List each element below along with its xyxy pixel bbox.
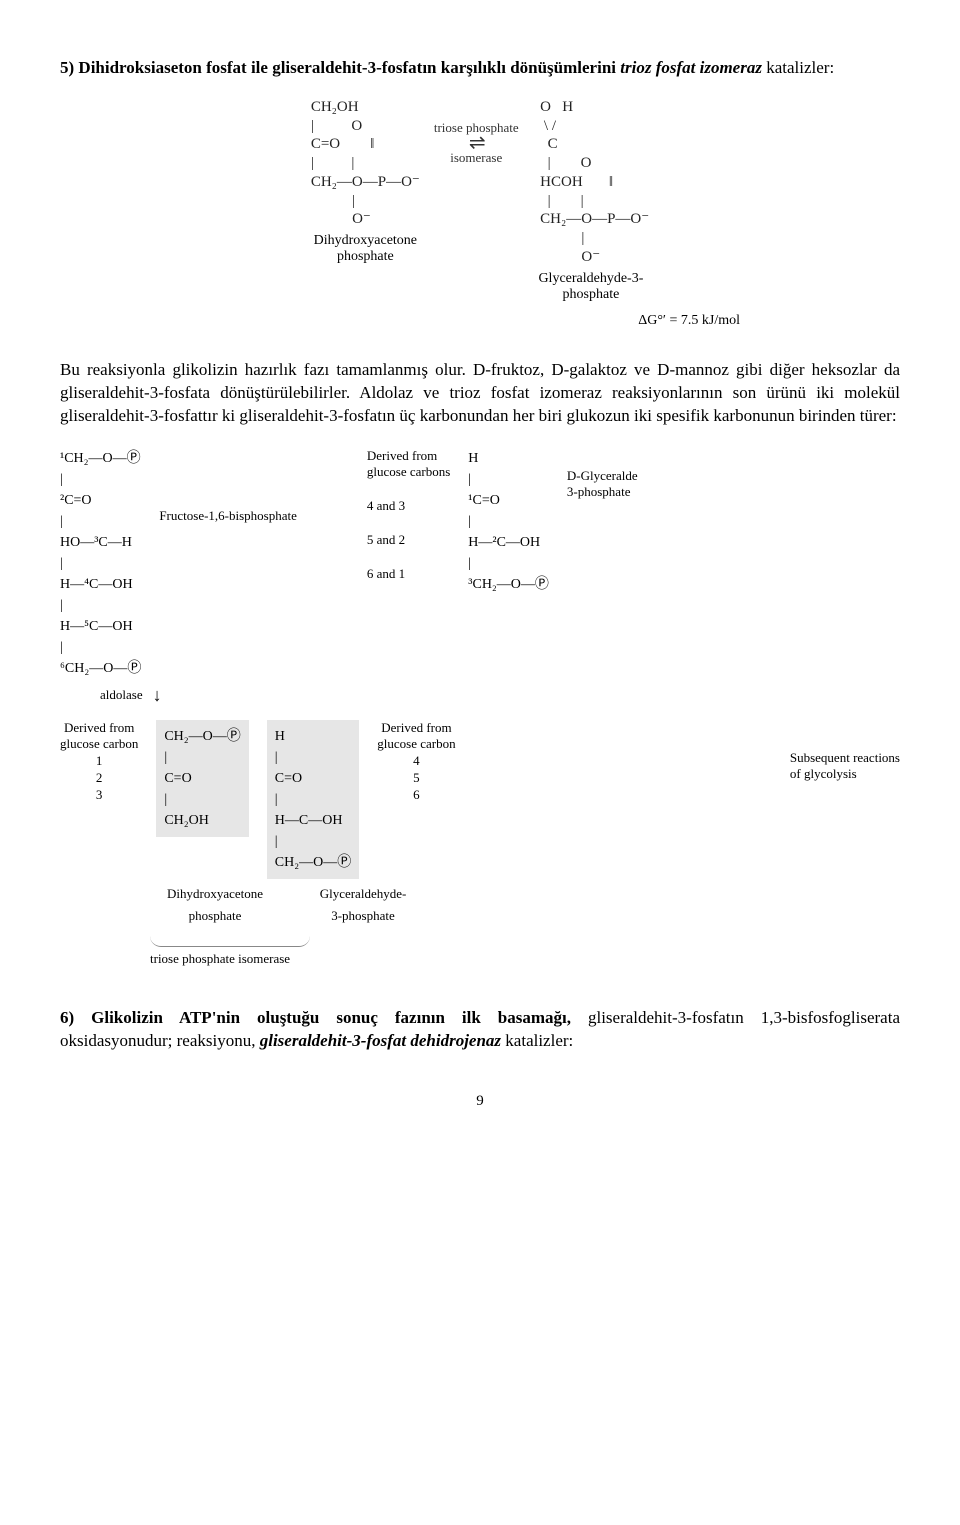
fig1-delta-g: ΔG°′ = 7.5 kJ/mol	[200, 313, 760, 329]
fig2-product-labels: Dihydroxyacetone phosphate Glyceraldehyd…	[150, 883, 900, 927]
fig2-f16bp: ¹CH₂—O—Ⓟ | ²C=O | HO—³C—H | H—⁴C—OH | H—…	[60, 448, 141, 679]
para1-lead-bold: 5) Dihidroksiaseton fosfat ile gliserald…	[60, 58, 616, 77]
fig2-left-block: ¹CH₂—O—Ⓟ | ²C=O | HO—³C—H | H—⁴C—OH | H—…	[60, 448, 297, 679]
fig1-right-label: Glyceraldehyde-3-phosphate	[538, 271, 643, 303]
para3-rest2: katalizler:	[501, 1031, 573, 1050]
fig2-subsequent: Subsequent reactions of glycolysis	[790, 750, 900, 784]
paragraph-3: 6) Glikolizin ATP'nin oluştuğu sonuç faz…	[60, 1007, 900, 1053]
curved-arrow-icon	[150, 936, 310, 947]
fig1-left-structure: CH₂OH | O C=O ‖ | | CH₂—O—P—O⁻ | O⁻ Dihy…	[311, 98, 420, 265]
fig2-derived-mid: Derived from glucose carbon 4 5 6	[377, 720, 455, 804]
fig1-right-structure: O H \ / C | O HCOH ‖ | | CH₂—O—P—O⁻ | O⁻…	[533, 98, 650, 303]
fig2-g3p-label: Glyceraldehyde- 3-phosphate	[298, 883, 428, 927]
fig1-arrow-block: triose phosphate ⇌ isomerase	[434, 120, 519, 166]
fig2-bottom-block: Derived from glucose carbon 1 2 3 CH₂—O—…	[60, 720, 900, 879]
fig2-derived-left: Derived from glucose carbon 1 2 3	[60, 720, 138, 804]
fig1-left-lines: CH₂OH | O C=O ‖ | | CH₂—O—P—O⁻ | O⁻	[311, 98, 420, 229]
fig2-g3p-right-label: D-Glyceralde 3-phosphate	[567, 468, 638, 502]
para3-enzyme: gliseraldehit-3-fosfat dehidrojenaz	[260, 1031, 501, 1050]
fig2-aldolase-arrow: aldolase ↓	[100, 685, 900, 706]
fig2-tpi-label: triose phosphate isomerase	[150, 951, 290, 966]
fig2-dhap-box: CH₂—O—Ⓟ | C=O | CH₂OH	[156, 720, 248, 837]
fig2-aldolase-label: aldolase	[100, 687, 143, 703]
fig2-f16bp-label: Fructose-1,6-bisphosphate	[159, 508, 297, 525]
fig2-g3p-box: H | C=O | H—C—OH | CH₂—O—Ⓟ	[267, 720, 359, 879]
figure-triose-isomerase: CH₂OH | O C=O ‖ | | CH₂—O—P—O⁻ | O⁻ Dihy…	[200, 98, 760, 329]
para1-lead-italic: trioz fosfat izomeraz	[616, 58, 762, 77]
para3-lead-bold: 6) Glikolizin ATP'nin oluştuğu sonuç faz…	[60, 1008, 571, 1027]
fig2-tpi-arrow: triose phosphate isomerase	[150, 935, 900, 967]
fig1-arrow-bottom: isomerase	[450, 150, 502, 166]
fig2-g3p-right: H | ¹C=O | H—²C—OH | ³CH₂—O—Ⓟ	[468, 448, 549, 595]
para1-lead-rest: katalizler:	[762, 58, 834, 77]
fig1-left-label: Dihydroxyacetonephosphate	[314, 233, 417, 265]
page-number: 9	[60, 1093, 900, 1110]
paragraph-2: Bu reaksiyonla glikolizin hazırlık fazı …	[60, 359, 900, 428]
figure-aldolase-split: ¹CH₂—O—Ⓟ | ²C=O | HO—³C—H | H—⁴C—OH | H—…	[60, 448, 900, 967]
fig1-arrow-icon: ⇌	[469, 136, 484, 150]
fig2-derived-right-title: Derived from glucose carbons 4 and 3 5 a…	[367, 448, 450, 583]
fig2-dhap-label: Dihydroxyacetone phosphate	[150, 883, 280, 927]
fig2-right-block: Derived from glucose carbons 4 and 3 5 a…	[367, 448, 638, 595]
paragraph-1: 5) Dihidroksiaseton fosfat ile gliserald…	[60, 57, 900, 80]
fig1-right-lines: O H \ / C | O HCOH ‖ | | CH₂—O—P—O⁻ | O⁻	[533, 98, 650, 267]
arrow-down-icon: ↓	[153, 685, 162, 706]
